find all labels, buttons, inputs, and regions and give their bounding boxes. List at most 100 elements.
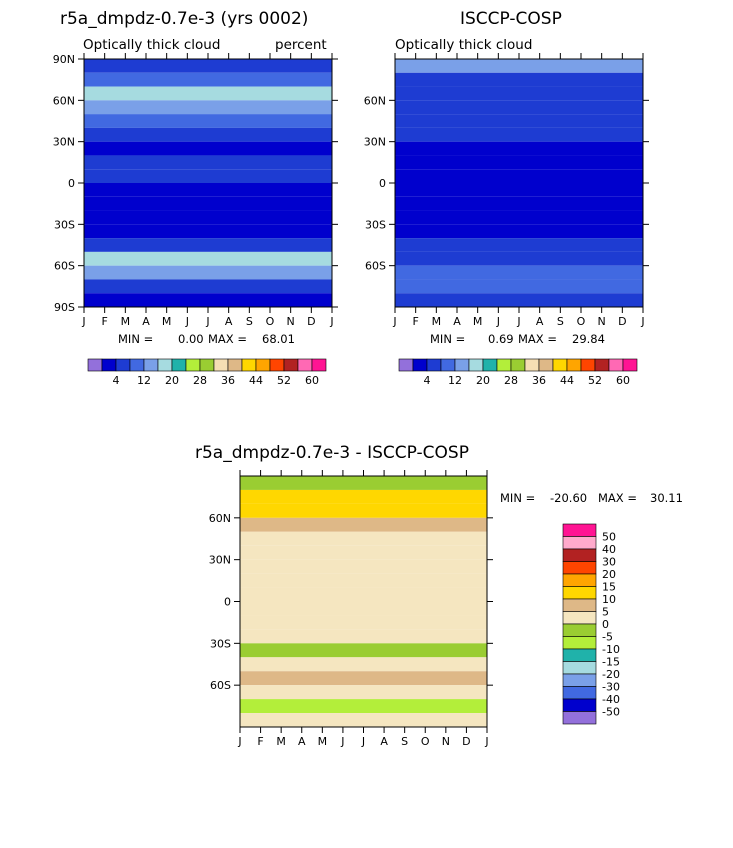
panel-obs-band <box>395 265 643 280</box>
panel-obs-ytick-label: 60N <box>364 94 386 107</box>
panel-obs-xtick-label: D <box>618 315 626 328</box>
panel-diff-xtick-label: N <box>442 735 450 748</box>
panel-model: r5a_dmpdz-0.7e-3 (yrs 0002) Optically th… <box>53 9 338 387</box>
panel-obs-title: ISCCP-COSP <box>460 9 562 29</box>
panel-diff-ytick-label: 30S <box>210 637 231 650</box>
panel-model-band <box>84 86 332 101</box>
panel-diff-xtick-label: D <box>462 735 470 748</box>
panel-obs-band <box>395 141 643 156</box>
panel-obs-band <box>395 100 643 115</box>
panel-model-colorbar-label: 12 <box>137 374 151 387</box>
panel-obs-band <box>395 169 643 183</box>
panel-model-xtick-label: N <box>287 315 295 328</box>
panel-diff-band <box>240 531 487 546</box>
panel-model-colorbar-box <box>227 358 243 372</box>
panel-diff-colorbar-label: 50 <box>602 531 616 544</box>
panel-obs-min-value: 0.69 <box>488 332 514 346</box>
panel-obs-band <box>395 293 643 307</box>
panel-model-xtick-label: A <box>142 315 150 328</box>
panel-obs-colorbar-box <box>580 358 596 372</box>
panel-diff-title: r5a_dmpdz-0.7e-3 - ISCCP-COSP <box>195 443 469 463</box>
panel-diff-colorbar-label: -30 <box>602 681 620 694</box>
panel-model-band <box>84 196 332 211</box>
panel-diff-colorbar-box <box>562 523 597 537</box>
panel-obs-colorbar-box <box>524 358 540 372</box>
panel-model-colorbar-box <box>143 358 159 372</box>
panel-obs-band <box>395 224 643 239</box>
panel-obs-colorbar-box <box>440 358 456 372</box>
panel-obs-colorbar-box <box>398 358 414 372</box>
panel-model-ytick-label: 30S <box>54 218 75 231</box>
panel-model-colorbar-box <box>171 358 187 372</box>
panel-model-band <box>84 59 332 73</box>
panel-obs-colorbar-box <box>468 358 484 372</box>
panel-model-xtick-label: F <box>102 315 108 328</box>
panel-obs-band <box>395 238 643 252</box>
panel-model-colorbar-box <box>101 358 117 372</box>
panel-diff-min-value: -20.60 <box>550 491 587 505</box>
panel-model-colorbar-label: 36 <box>221 374 235 387</box>
panel-obs-ytick-label: 60S <box>365 260 386 273</box>
panel-diff-colorbar-box <box>562 561 597 575</box>
panel-diff-band <box>240 629 487 644</box>
panel-model-units: percent <box>275 37 327 53</box>
panel-model-xtick-label: D <box>307 315 315 328</box>
panel-model-band <box>84 169 332 183</box>
panel-obs-xtick-label: N <box>598 315 606 328</box>
panel-diff-colorbar-label: 10 <box>602 593 616 606</box>
panel-diff-band <box>240 517 487 532</box>
panel-model-xtick-label: M <box>162 315 172 328</box>
panel-obs-xtick-label: M <box>432 315 442 328</box>
panel-obs-colorbar-box <box>552 358 568 372</box>
panel-obs-band <box>395 114 643 128</box>
panel-diff-colorbar-box <box>562 586 597 600</box>
panel-obs-colorbar-box <box>426 358 442 372</box>
panel-model-colorbar-label: 20 <box>165 374 179 387</box>
panel-diff-colorbar-box <box>562 623 597 637</box>
panel-diff-colorbar-label: -50 <box>602 706 620 719</box>
panel-model-min-value: 0.00 <box>178 332 204 346</box>
panel-obs-colorbar-box <box>538 358 554 372</box>
panel-diff-colorbar-box <box>562 573 597 587</box>
panel-model-subtitle: Optically thick cloud <box>83 37 220 53</box>
panel-diff-band <box>240 573 487 588</box>
panel-model-colorbar-label: 4 <box>113 374 120 387</box>
panel-model-band <box>84 224 332 239</box>
panel-diff-band <box>240 657 487 672</box>
panel-model-ytick-label: 90S <box>54 301 75 314</box>
panel-model-band <box>84 210 332 225</box>
panel-obs-band <box>395 155 643 170</box>
panel-obs-ytick-label: 30N <box>364 136 386 149</box>
panel-model-colorbar-box <box>185 358 201 372</box>
panel-diff-colorbar-box <box>562 598 597 612</box>
panel-obs-colorbar-box <box>496 358 512 372</box>
panel-obs-colorbar-label: 36 <box>532 374 546 387</box>
panel-diff-xtick-label: A <box>380 735 388 748</box>
panel-obs-colorbar-box <box>510 358 526 372</box>
panel-model-band <box>84 265 332 280</box>
panel-obs-max-label: MAX = <box>518 332 557 346</box>
panel-obs-xtick-label: F <box>413 315 419 328</box>
panel-diff-xtick-label: M <box>318 735 328 748</box>
panel-diff-xtick-label: J <box>340 735 344 748</box>
panel-obs-band <box>395 196 643 211</box>
panel-diff-band <box>240 601 487 616</box>
panel-model-xtick-label: M <box>121 315 131 328</box>
panel-obs-colorbar-label: 44 <box>560 374 574 387</box>
panel-obs-xtick-label: J <box>640 315 644 328</box>
panel-model-band <box>84 72 332 87</box>
panel-obs-xtick-label: O <box>577 315 586 328</box>
panel-model-band <box>84 293 332 307</box>
panel-obs-xtick-label: J <box>496 315 500 328</box>
panel-diff-colorbar-label: 20 <box>602 568 616 581</box>
panel-obs-colorbar-box <box>412 358 428 372</box>
panel-model-colorbar-box <box>157 358 173 372</box>
panel-diff-band <box>240 559 487 574</box>
panel-diff-colorbar-label: 40 <box>602 543 616 556</box>
panel-diff-stats: MIN = -20.60 MAX = 30.11 <box>500 491 683 505</box>
panel-diff-colorbar-label: 5 <box>602 606 609 619</box>
panel-model-xtick-label: S <box>246 315 253 328</box>
panel-model-band <box>84 183 332 197</box>
panel-model-ytick-label: 90N <box>53 53 75 66</box>
